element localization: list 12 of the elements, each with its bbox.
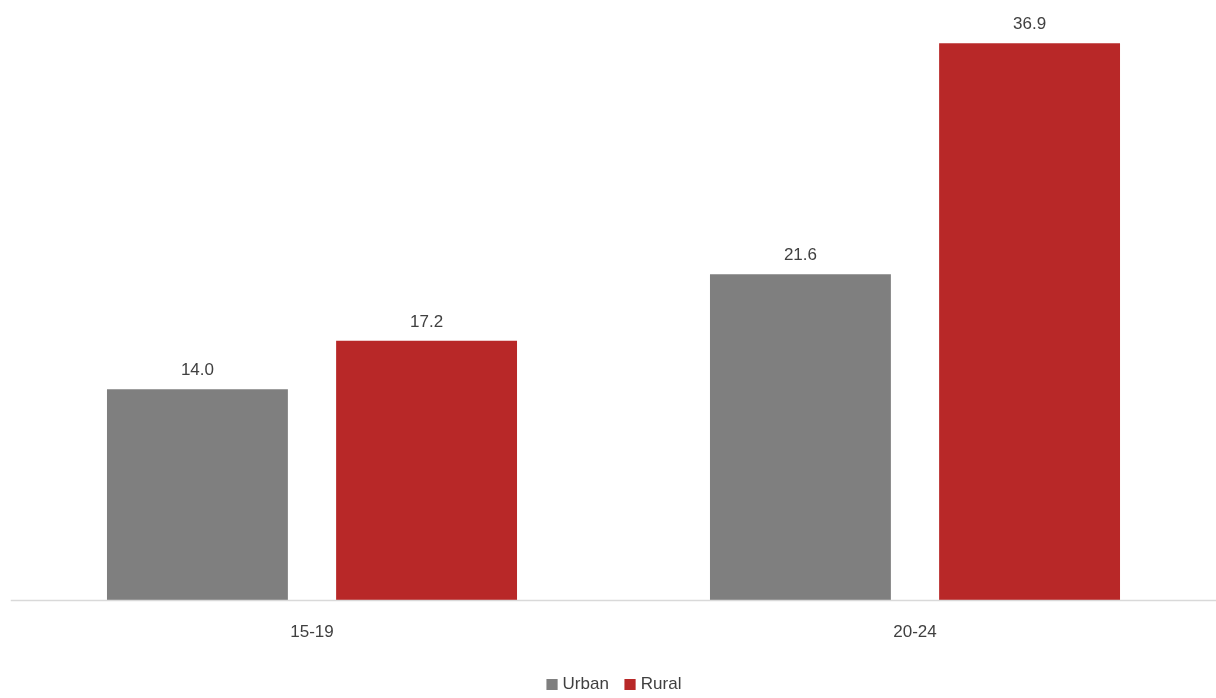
bar <box>106 389 288 601</box>
data-label: 36.9 <box>1013 14 1047 34</box>
data-label: 21.6 <box>783 245 817 265</box>
data-label: 14.0 <box>180 360 214 380</box>
bar <box>939 43 1121 601</box>
bar <box>709 274 891 601</box>
bar <box>336 340 518 601</box>
x-tick-label: 15-19 <box>290 621 334 641</box>
x-tick-label: 20-24 <box>893 621 937 641</box>
legend-label: Rural <box>640 674 682 694</box>
data-label: 17.2 <box>410 311 444 331</box>
legend-label: Urban <box>562 674 609 694</box>
